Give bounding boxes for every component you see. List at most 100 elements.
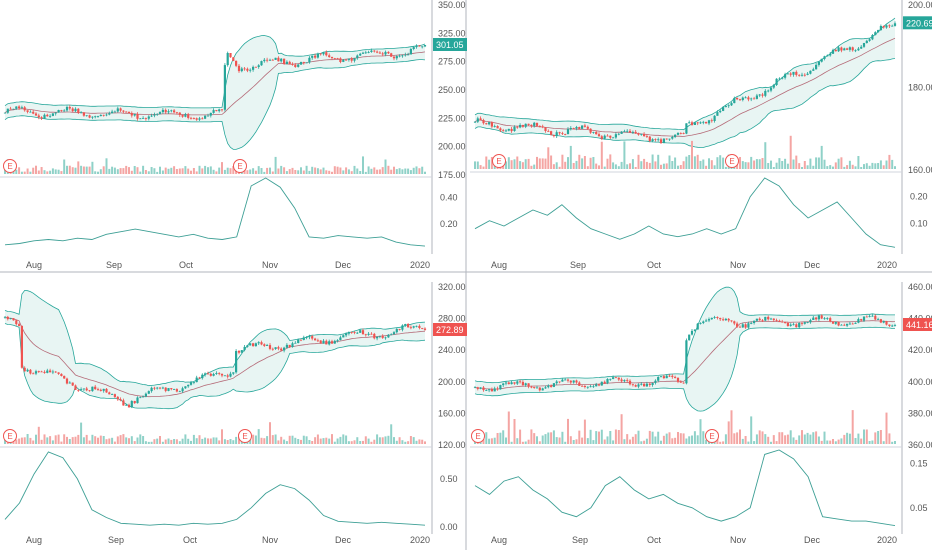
candle-body — [755, 95, 758, 99]
candle-body — [645, 136, 648, 137]
candle-body — [263, 344, 266, 346]
volume-bar — [626, 434, 629, 444]
candle-body — [843, 48, 846, 51]
volume-bar — [29, 437, 32, 444]
candle-body — [164, 387, 167, 391]
volume-bar — [223, 439, 226, 444]
volume-bar — [761, 431, 764, 444]
candle-body — [558, 132, 561, 134]
candle-body — [364, 334, 367, 336]
candle-body — [345, 333, 348, 336]
volume-bar — [322, 167, 325, 174]
candle-body — [9, 318, 12, 320]
candle-body — [685, 123, 688, 134]
candle-body — [868, 316, 871, 317]
volume-bar — [685, 438, 688, 444]
candle-body — [46, 370, 49, 373]
volume-bar — [370, 441, 373, 444]
candle-body — [544, 127, 547, 131]
volume-bar — [629, 439, 631, 444]
candle-body — [201, 118, 204, 120]
volume-bar — [877, 163, 880, 169]
candle-body — [167, 111, 170, 113]
volume-bar — [871, 162, 874, 169]
volume-bar — [97, 171, 99, 174]
candle-body — [640, 383, 643, 385]
volume-bar — [49, 170, 52, 174]
volume-bar — [490, 438, 493, 444]
volume-bar — [170, 167, 173, 174]
candle-body — [668, 375, 671, 377]
candle-body — [373, 333, 376, 339]
candle-body — [125, 404, 128, 406]
candle-body — [769, 87, 773, 91]
price-tick-label: 460.00 — [908, 282, 932, 292]
volume-bar — [187, 438, 190, 444]
candle-body — [370, 333, 373, 335]
candle-body — [133, 401, 136, 404]
volume-bar — [761, 158, 764, 169]
volume-bar — [314, 167, 317, 174]
candle-body — [147, 391, 150, 394]
volume-bar — [119, 435, 122, 444]
volume-bar — [530, 429, 533, 444]
volume-bar — [74, 167, 77, 174]
earnings-marker — [238, 429, 252, 443]
volume-bar — [809, 434, 812, 444]
volume-bar — [178, 441, 181, 444]
candle-body — [23, 367, 26, 372]
volume-bar — [682, 161, 685, 169]
volume-bar — [809, 158, 812, 169]
volume-bar — [246, 170, 249, 174]
candle-body — [353, 58, 356, 61]
candle-body — [668, 138, 671, 140]
candle-body — [628, 380, 632, 385]
candle-body — [184, 386, 187, 389]
candle-body — [612, 137, 615, 139]
volume-bar — [51, 168, 54, 174]
candle-body — [150, 387, 153, 392]
volume-bar — [606, 158, 609, 169]
candle-body — [220, 374, 224, 376]
volume-bar — [682, 433, 685, 444]
price-tick-label: 325.00 — [438, 28, 466, 38]
earnings-marker — [3, 429, 17, 443]
volume-bar — [505, 161, 507, 169]
candle-body — [578, 382, 581, 386]
volume-bar — [283, 439, 286, 444]
candle-body — [305, 62, 308, 64]
volume-bar — [885, 160, 888, 169]
volume-bar — [111, 437, 114, 444]
volume-bar — [29, 171, 32, 174]
candle-body — [834, 49, 837, 52]
volume-bar — [23, 171, 26, 174]
volume-bar — [302, 435, 305, 444]
candle-body — [479, 387, 482, 389]
volume-bar — [418, 168, 421, 174]
volume-bar — [331, 171, 333, 174]
volume-bar — [266, 167, 269, 174]
candle-body — [533, 122, 536, 126]
volume-bar — [843, 434, 846, 444]
candle-body — [809, 70, 812, 74]
volume-bar — [882, 441, 885, 444]
volume-bar — [215, 437, 218, 444]
candle-body — [209, 373, 212, 376]
candle-body — [519, 381, 522, 383]
candle-body — [299, 339, 303, 341]
volume-bar — [564, 441, 567, 444]
volume-bar — [147, 441, 150, 444]
candle-body — [361, 52, 365, 54]
candle-body — [865, 40, 868, 43]
volume-bar — [412, 437, 415, 444]
volume-bar — [108, 168, 111, 174]
candle-body — [274, 347, 277, 349]
candle-body — [212, 110, 215, 113]
candle-body — [840, 47, 843, 51]
candle-body — [311, 336, 314, 339]
candle-body — [485, 390, 488, 391]
volume-bar — [409, 436, 412, 444]
candle-body — [702, 321, 705, 323]
candle-body — [395, 329, 398, 333]
candle-body — [572, 128, 575, 129]
